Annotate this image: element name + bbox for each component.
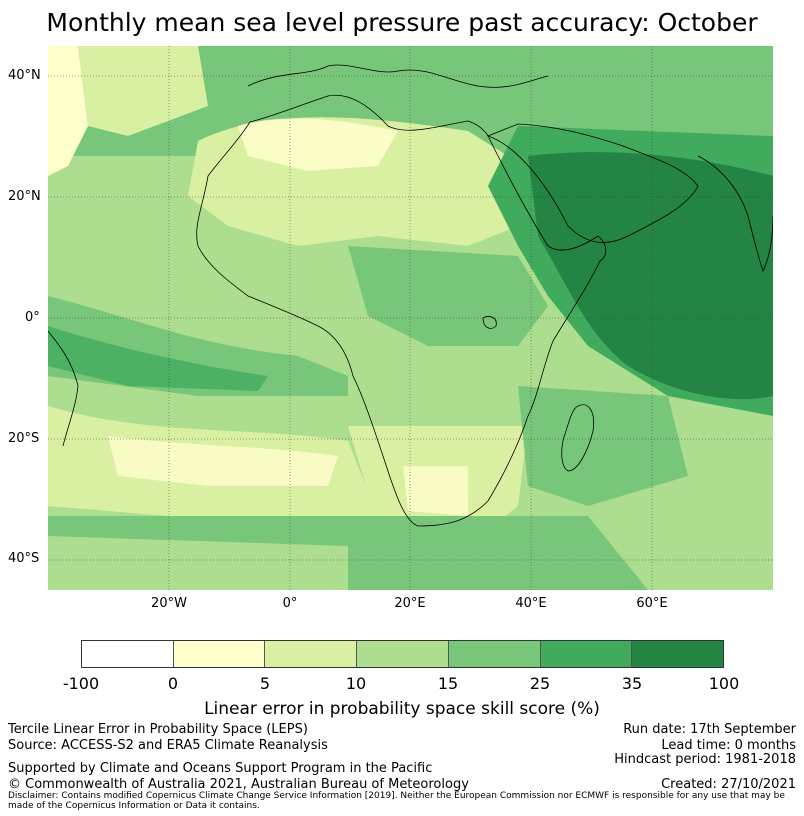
footer-method: Tercile Linear Error in Probability Spac… (8, 722, 308, 737)
arabia-coast (486, 123, 699, 243)
colorbar-segment (173, 641, 266, 667)
colorbar-segment (540, 641, 633, 667)
india-coast (697, 155, 773, 273)
colorbar-tick: 100 (708, 674, 740, 693)
skill-eq-atlantic-core (48, 326, 268, 391)
colorbar-tick: -100 (62, 674, 100, 693)
skill-nw2 (78, 46, 208, 136)
colorbar-tick: 10 (345, 674, 367, 693)
colorbar-tick: 15 (437, 674, 459, 693)
lat-label-40n: 40°N (8, 68, 41, 83)
skill-south-atlantic-core (108, 436, 338, 486)
lon-label-40e: 40°E (515, 596, 547, 611)
skill-nw (48, 46, 88, 176)
lake-victoria (482, 316, 497, 329)
lat-label-20n: 20°N (8, 189, 41, 204)
coastlines (48, 64, 773, 527)
lon-label-20e: 20°E (394, 596, 426, 611)
lat-label-eq: 0° (25, 310, 40, 325)
footer-lead-time: Lead time: 0 months (661, 738, 796, 753)
footer-disclaimer: Disclaimer: Contains modified Copernicus… (8, 791, 785, 811)
footer-copyright: © Commonwealth of Australia 2021, Austra… (8, 777, 469, 792)
skill-sahara-core (238, 118, 398, 171)
colorbar (81, 640, 724, 668)
skill-indian-ocean (528, 152, 773, 400)
skill-mozambique (518, 386, 688, 506)
map-canvas (48, 46, 773, 590)
colorbar-segment (632, 641, 724, 667)
skill-central-africa (348, 246, 548, 346)
skill-sw (48, 536, 348, 590)
chart-title: Monthly mean sea level pressure past acc… (46, 8, 758, 37)
footer-hindcast: Hindcast period: 1981-2018 (614, 752, 796, 767)
footer-created: Created: 27/10/2021 (661, 777, 796, 792)
colorbar-segment (265, 641, 358, 667)
graticule (48, 46, 773, 590)
footer-support: Supported by Climate and Oceans Support … (8, 761, 433, 776)
europe-coast (247, 64, 549, 88)
skill-kalahari (403, 466, 468, 516)
madagascar-coast (561, 404, 595, 472)
colorbar-tick: 5 (259, 674, 271, 693)
lon-label-20w: 20°W (151, 596, 187, 611)
colorbar-tick: 25 (529, 674, 551, 693)
footer-run-date: Run date: 17th September (623, 722, 796, 737)
colorbar-segment (357, 641, 449, 667)
africa-coast (196, 94, 607, 527)
lon-label-60e: 60°E (636, 596, 668, 611)
colorbar-segment (448, 641, 541, 667)
colorbar-tick: 35 (621, 674, 643, 693)
south-america-coast (48, 330, 79, 447)
lon-label-0: 0° (282, 596, 298, 611)
lat-label-40s: 40°S (8, 551, 40, 566)
footer-source: Source: ACCESS-S2 and ERA5 Climate Reana… (8, 738, 328, 753)
colorbar-segment (82, 641, 174, 667)
skill-se (588, 516, 773, 590)
lat-label-20s: 20°S (8, 431, 40, 446)
skill-map (48, 46, 773, 590)
colorbar-tick: 0 (167, 674, 179, 693)
colorbar-label: Linear error in probability space skill … (204, 699, 600, 719)
